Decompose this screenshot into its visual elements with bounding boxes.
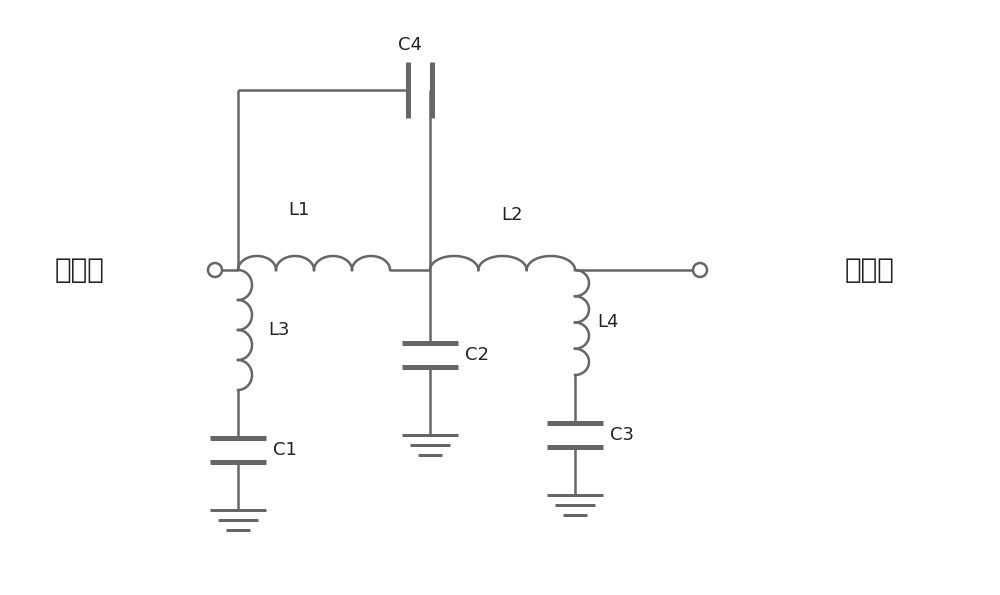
Text: C3: C3 bbox=[610, 426, 634, 444]
Text: C2: C2 bbox=[465, 346, 489, 364]
Text: L3: L3 bbox=[268, 321, 290, 339]
Text: L2: L2 bbox=[501, 206, 523, 224]
Text: L4: L4 bbox=[597, 313, 618, 331]
Text: C1: C1 bbox=[273, 441, 297, 459]
Circle shape bbox=[208, 263, 222, 277]
Text: L1: L1 bbox=[288, 201, 310, 219]
Text: C4: C4 bbox=[398, 36, 422, 54]
Text: 输入端: 输入端 bbox=[55, 256, 105, 284]
Circle shape bbox=[693, 263, 707, 277]
Text: 输出端: 输出端 bbox=[845, 256, 895, 284]
